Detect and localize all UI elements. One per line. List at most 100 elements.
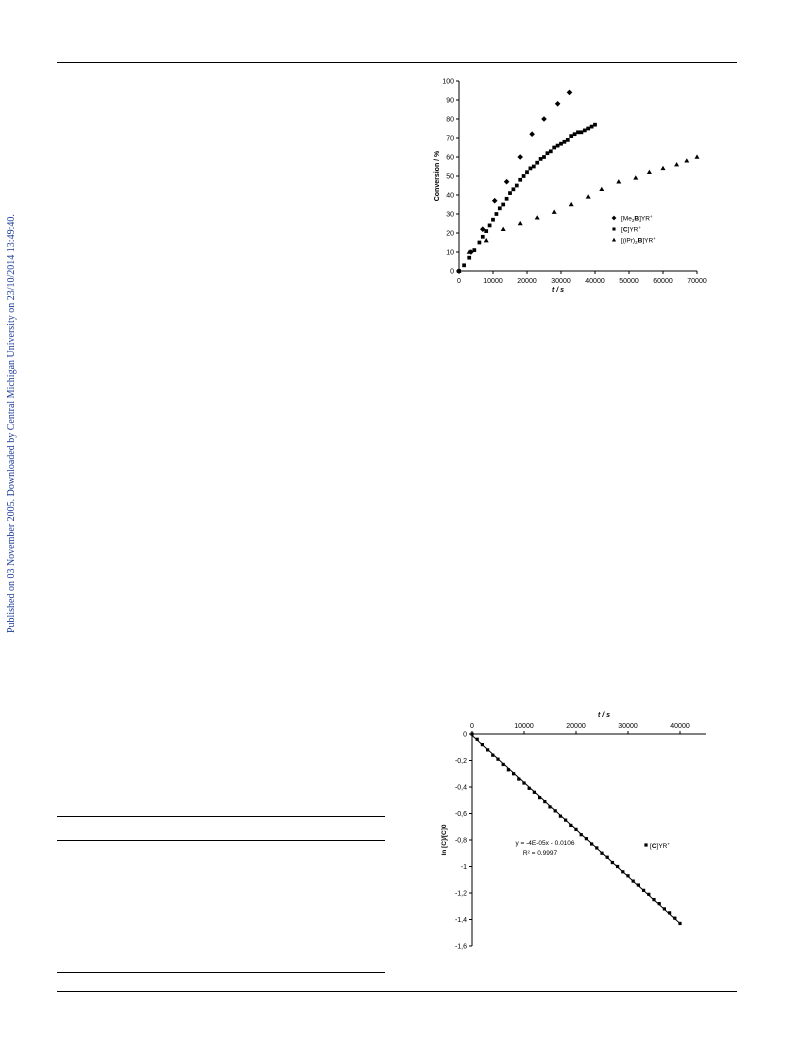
data-point-square [501, 762, 505, 767]
data-point-square [615, 864, 620, 869]
y-tick-label: 90 [446, 98, 454, 105]
x-tick-label: 40000 [670, 723, 690, 730]
data-point-square [537, 795, 542, 800]
data-point-square [563, 818, 568, 822]
data-point-square [543, 799, 547, 804]
fit-r-squared: R² = 0.9997 [523, 850, 558, 857]
legend-label: [C]YR+ [650, 842, 670, 851]
data-point-triangle [466, 249, 472, 254]
data-point-diamond [517, 154, 523, 160]
data-point-square [652, 898, 656, 902]
ln-plot-marks: y = -4E-05x - 0.0106 R² = 0.9997 [470, 732, 682, 926]
data-point-square [531, 164, 536, 169]
ln-plot-legend: [C]YR+ [644, 842, 670, 851]
data-point-square [496, 757, 500, 761]
y-tick-label: 0 [450, 269, 454, 276]
data-point-square [527, 786, 531, 790]
data-point-square [504, 196, 509, 201]
data-point-square [584, 837, 589, 841]
data-point-square [491, 753, 495, 757]
data-point-square [678, 921, 682, 926]
data-point-square [538, 157, 543, 161]
data-point-square [501, 202, 506, 207]
y-tick-label: 10 [446, 250, 454, 257]
data-point-diamond [503, 178, 510, 185]
y-tick-label: -1,6 [455, 944, 467, 951]
data-point-square [586, 126, 591, 131]
y-tick-label: 80 [446, 117, 454, 124]
legend-marker-square [644, 843, 648, 847]
data-point-square [667, 911, 672, 915]
data-point-square [497, 206, 502, 211]
data-point-square [605, 855, 609, 859]
legend-marker-square [612, 227, 616, 231]
data-point-square [521, 174, 526, 178]
x-tick-label: 70000 [687, 278, 707, 285]
y-tick-label: -0,6 [455, 811, 467, 818]
data-point-square [641, 888, 646, 892]
data-point-square [522, 781, 526, 785]
data-point-diamond [566, 89, 573, 96]
conversion-chart-marks [456, 89, 700, 274]
y-tick-label: -1,4 [455, 917, 467, 924]
x-tick-label: 60000 [653, 278, 673, 285]
x-tick-label: 20000 [517, 278, 537, 285]
header-rule [57, 62, 737, 63]
data-point-square [589, 124, 594, 129]
data-point-square [470, 732, 474, 736]
y-tick-label: 100 [442, 79, 454, 86]
x-tick-label: 50000 [619, 278, 639, 285]
data-point-square [518, 177, 523, 182]
footer-rule [57, 991, 737, 992]
data-point-square [662, 907, 667, 911]
data-point-square [647, 892, 651, 896]
data-point-square [485, 748, 490, 752]
data-point-triangle [660, 165, 666, 171]
x-tick-label: 10000 [514, 723, 534, 730]
data-point-square [574, 827, 578, 832]
y-tick-label: -0,2 [455, 758, 467, 765]
data-point-square [626, 874, 630, 878]
data-point-square [511, 772, 516, 776]
x-axis-label: t / s [598, 712, 610, 719]
data-point-square [579, 130, 584, 135]
data-point-triangle [568, 201, 574, 207]
legend-label: [C]YR+ [621, 225, 641, 234]
data-point-square [462, 263, 466, 268]
data-point-triangle [599, 186, 605, 192]
data-point-square [514, 183, 519, 188]
legend-marker-triangle [611, 237, 617, 242]
y-tick-label: 50 [446, 174, 454, 181]
x-tick-label: 30000 [551, 278, 571, 285]
data-point-square [467, 255, 472, 260]
conversion-chart-legend: [Me2B]YR+ [C]YR+ [(iPr)2B]YR+ [611, 214, 656, 245]
x-tick-label: 40000 [585, 278, 605, 285]
y-tick-label: 70 [446, 136, 454, 143]
data-point-square [553, 809, 557, 813]
y-tick-label: -1,2 [455, 891, 467, 898]
data-point-diamond [480, 226, 486, 232]
data-point-square [525, 170, 529, 175]
footnote-rule-1 [57, 816, 385, 817]
data-point-square [480, 234, 485, 239]
data-point-square [595, 846, 599, 850]
legend-label: [(iPr)2B]YR+ [621, 236, 656, 245]
data-point-square [636, 883, 641, 887]
data-point-square [593, 122, 597, 127]
data-point-square [600, 851, 604, 855]
data-point-square [548, 805, 552, 809]
data-point-square [532, 790, 537, 794]
y-tick-label: 20 [446, 231, 454, 238]
data-point-square [610, 860, 615, 865]
data-point-square [631, 879, 635, 883]
fit-equation: y = -4E-05x - 0.0106 [515, 840, 574, 847]
data-point-triangle [456, 268, 462, 273]
data-point-square [562, 139, 567, 144]
data-point-square [565, 138, 570, 142]
data-point-square [621, 870, 625, 874]
data-point-square [477, 240, 482, 245]
data-point-square [558, 814, 563, 818]
data-point-square [494, 212, 499, 216]
